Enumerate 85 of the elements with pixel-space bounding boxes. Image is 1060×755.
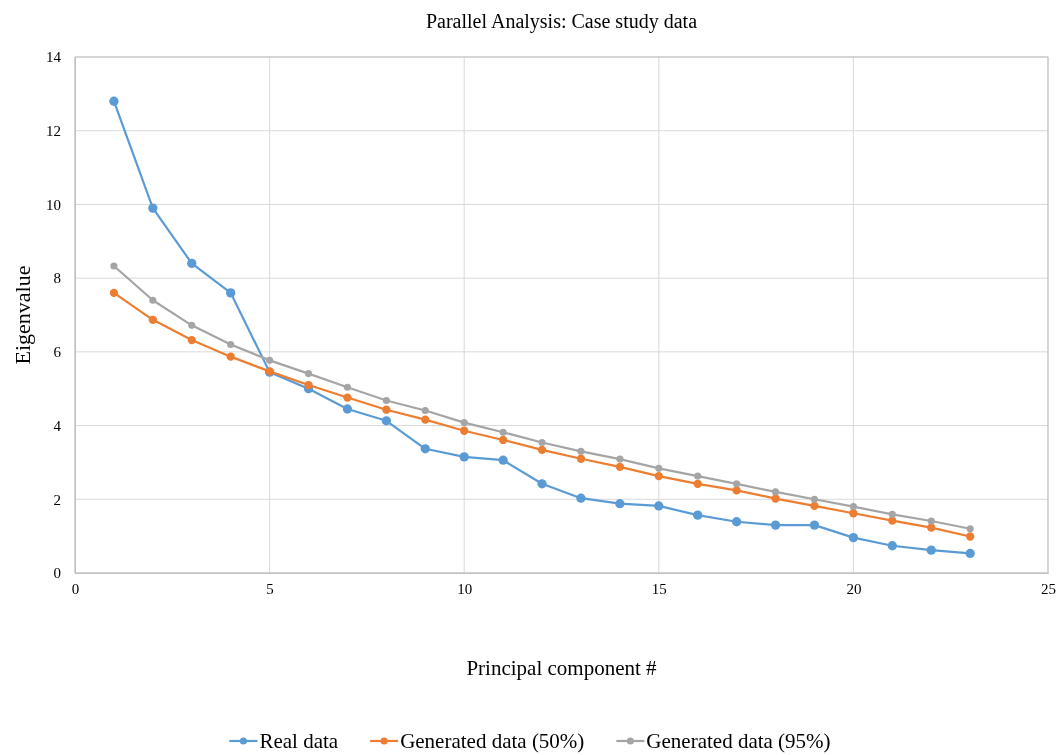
point	[421, 406, 429, 415]
point	[655, 464, 663, 472]
point	[343, 393, 352, 402]
point	[109, 288, 119, 298]
point	[888, 510, 896, 518]
point	[616, 455, 624, 463]
point	[304, 380, 313, 390]
point	[965, 548, 975, 559]
legend-label: Generated data (95%)	[646, 729, 831, 754]
point	[693, 510, 703, 520]
point	[809, 520, 820, 530]
point	[966, 525, 974, 533]
x-tick-label: 20	[846, 580, 862, 597]
point	[459, 452, 469, 462]
point	[576, 454, 586, 463]
point	[849, 503, 857, 511]
point	[887, 541, 897, 551]
point	[771, 488, 780, 496]
point	[460, 426, 469, 435]
point	[693, 479, 702, 488]
x-tick-label: 10	[457, 580, 473, 597]
point	[498, 435, 508, 445]
x-tick-label: 15	[651, 580, 667, 597]
point	[187, 335, 196, 345]
point	[460, 419, 468, 427]
point	[810, 501, 819, 511]
x-tick-label: 5	[266, 580, 274, 597]
point	[537, 445, 547, 455]
point	[227, 340, 235, 349]
point	[304, 370, 313, 378]
point	[848, 532, 859, 543]
point	[654, 501, 664, 511]
point	[927, 517, 935, 525]
point	[731, 517, 742, 527]
y-tick-label: 2	[53, 491, 61, 508]
y-tick-label: 4	[53, 417, 62, 434]
point	[576, 493, 586, 503]
y-axis-title: Eigenvalue	[10, 265, 35, 365]
x-tick-label: 25	[1041, 580, 1056, 597]
point	[810, 495, 819, 503]
point	[732, 486, 741, 495]
y-tick-label: 14	[46, 49, 62, 66]
point	[771, 494, 780, 503]
point	[149, 296, 157, 304]
legend-label: Generated data (50%)	[400, 729, 585, 754]
point	[109, 96, 119, 106]
point	[927, 523, 936, 532]
y-tick-label: 10	[46, 196, 61, 213]
y-tick-label: 6	[53, 344, 62, 361]
point	[615, 499, 625, 509]
x-axis-title: Principal component #	[466, 656, 658, 680]
point	[110, 262, 118, 270]
point	[733, 480, 741, 488]
point	[381, 416, 392, 426]
point	[926, 545, 936, 555]
x-tick-label: 0	[71, 580, 80, 597]
y-tick-label: 12	[46, 123, 61, 140]
point	[226, 288, 236, 298]
point	[499, 428, 507, 436]
point	[654, 471, 663, 481]
point	[537, 479, 547, 489]
point	[770, 520, 781, 530]
point	[420, 444, 430, 454]
y-tick-label: 8	[53, 270, 61, 287]
point	[382, 396, 390, 405]
point	[342, 404, 353, 414]
point	[966, 532, 975, 541]
point	[266, 356, 274, 364]
point	[498, 455, 508, 465]
chart-title: Parallel Analysis: Case study data	[425, 10, 698, 33]
y-tick-label: 0	[53, 565, 61, 582]
point	[148, 315, 157, 324]
point	[421, 415, 430, 424]
point	[226, 352, 235, 361]
legend-label: Real data	[259, 729, 339, 754]
point	[849, 509, 858, 518]
point	[382, 405, 391, 414]
point	[577, 447, 585, 455]
point	[187, 258, 197, 269]
point	[188, 321, 196, 329]
point	[148, 203, 158, 213]
point	[694, 472, 702, 480]
point	[615, 462, 625, 471]
point	[343, 383, 352, 391]
point	[538, 438, 546, 447]
